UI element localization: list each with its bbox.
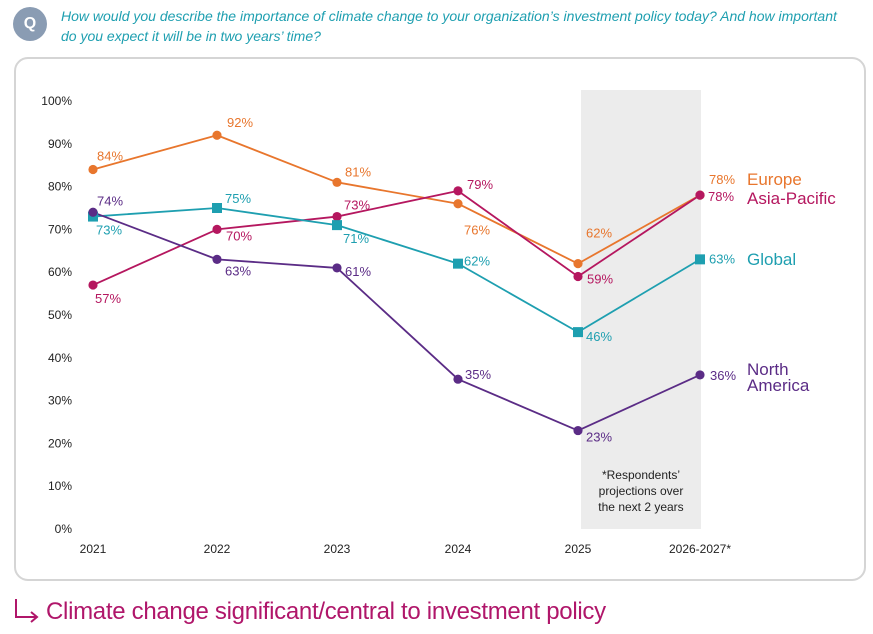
data-point (573, 327, 583, 338)
data-point (212, 203, 222, 213)
series-name-label: North (747, 360, 789, 379)
series-name-label: Europe (747, 170, 802, 189)
data-label: 57% (95, 291, 121, 306)
data-point (695, 370, 705, 380)
data-label: 61% (345, 264, 371, 279)
data-label: 46% (586, 329, 612, 344)
series-line (92, 189, 701, 286)
data-point (453, 374, 463, 384)
data-point (332, 263, 342, 273)
projection-note: the next 2 years (598, 500, 683, 514)
data-label: 63% (709, 251, 735, 266)
data-point (573, 425, 583, 436)
projection-note: projections over (599, 484, 684, 498)
data-label: 70% (226, 228, 252, 243)
data-label: 74% (97, 193, 123, 208)
x-tick-label: 2025 (565, 542, 592, 556)
question-text: How would you describe the importance of… (61, 8, 837, 44)
x-tick-label: 2023 (324, 542, 351, 556)
series-line (92, 207, 701, 334)
data-label: 92% (227, 115, 253, 130)
data-point (88, 207, 98, 217)
turn-right-arrow-icon (15, 599, 39, 623)
data-label: 63% (225, 263, 251, 278)
x-tick-label: 2022 (204, 542, 231, 556)
data-point (332, 211, 342, 222)
data-point (332, 177, 342, 187)
data-point (88, 280, 98, 290)
y-tick-label: 60% (48, 265, 72, 279)
series-name-label: Global (747, 250, 796, 269)
data-point (212, 224, 222, 234)
data-point (332, 220, 342, 231)
data-label: 36% (710, 368, 736, 383)
data-point (212, 254, 222, 264)
data-point (695, 254, 705, 265)
data-label: 62% (464, 254, 490, 269)
data-label: 23% (586, 430, 612, 445)
projection-note: *Respondents’ (602, 468, 680, 482)
y-tick-label: 20% (48, 436, 72, 450)
y-tick-label: 40% (48, 351, 72, 365)
data-point (695, 190, 705, 200)
data-label: 76% (464, 223, 490, 238)
data-point (573, 271, 583, 282)
data-point (453, 186, 463, 196)
data-label: 62% (586, 226, 612, 241)
y-tick-label: 10% (48, 479, 72, 493)
data-label: 75% (225, 191, 251, 206)
y-tick-label: 0% (55, 522, 73, 536)
data-label: 78% (709, 172, 735, 187)
data-label: 35% (465, 367, 491, 382)
y-tick-label: 90% (48, 137, 72, 151)
data-point (88, 164, 98, 175)
footer: Climate change significant/central to in… (12, 592, 606, 632)
data-label: 84% (97, 148, 123, 163)
y-tick-label: 30% (48, 394, 72, 408)
data-point (453, 258, 463, 269)
projection-band (581, 90, 701, 529)
footer-caption: Climate change significant/central to in… (46, 598, 606, 625)
y-tick-label: 100% (41, 94, 72, 108)
y-tick-label: 80% (48, 180, 72, 194)
data-label: 78% (708, 189, 734, 204)
data-label: 59% (587, 271, 613, 286)
chart-frame (14, 57, 866, 581)
data-point (453, 199, 463, 209)
series-line (92, 211, 701, 432)
y-tick-label: 70% (48, 222, 72, 236)
x-tick-label: 2024 (445, 542, 472, 556)
data-label: 73% (344, 198, 370, 213)
series-name-label: America (747, 376, 810, 395)
data-label: 79% (467, 177, 493, 192)
data-point (212, 130, 222, 140)
line-chart: 0% 10% 20% 30% 40% 50% 60% 70% 80% 90% 100% 2021 202… (41, 90, 836, 556)
data-point (573, 259, 583, 269)
x-tick-label: 2026-2027* (669, 542, 731, 556)
question-badge: Q (13, 7, 47, 41)
data-label: 73% (96, 223, 122, 238)
series-line (92, 134, 701, 265)
data-label: 71% (343, 231, 369, 246)
y-tick-label: 50% (48, 308, 72, 322)
x-tick-label: 2021 (80, 542, 107, 556)
series-name-label: Asia-Pacific (747, 189, 836, 208)
data-label: 81% (345, 164, 371, 179)
